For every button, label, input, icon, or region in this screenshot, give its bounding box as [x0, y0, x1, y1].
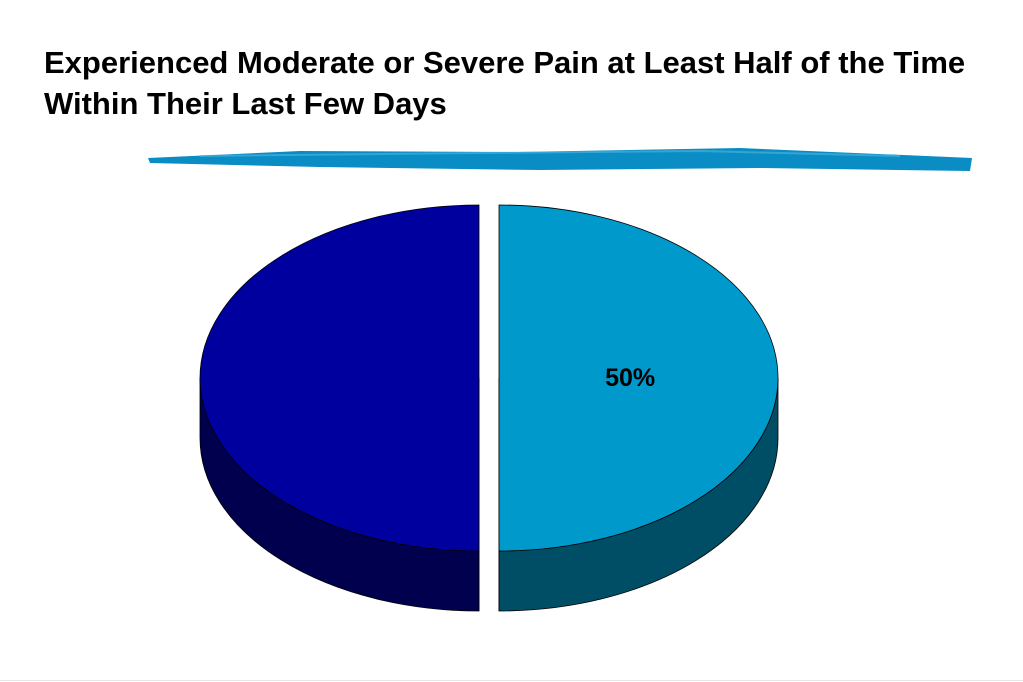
pie-slice-top	[199, 204, 480, 552]
pie-slice-1: 50%	[498, 204, 779, 612]
bottom-divider	[0, 680, 1023, 681]
pie-slice-data-label: 50%	[605, 364, 655, 392]
pie-slice-2	[199, 204, 480, 612]
brush-stroke-highlight	[199, 149, 901, 157]
slide-title: Experienced Moderate or Severe Pain at L…	[44, 45, 966, 121]
pie-slice-top	[498, 204, 779, 552]
